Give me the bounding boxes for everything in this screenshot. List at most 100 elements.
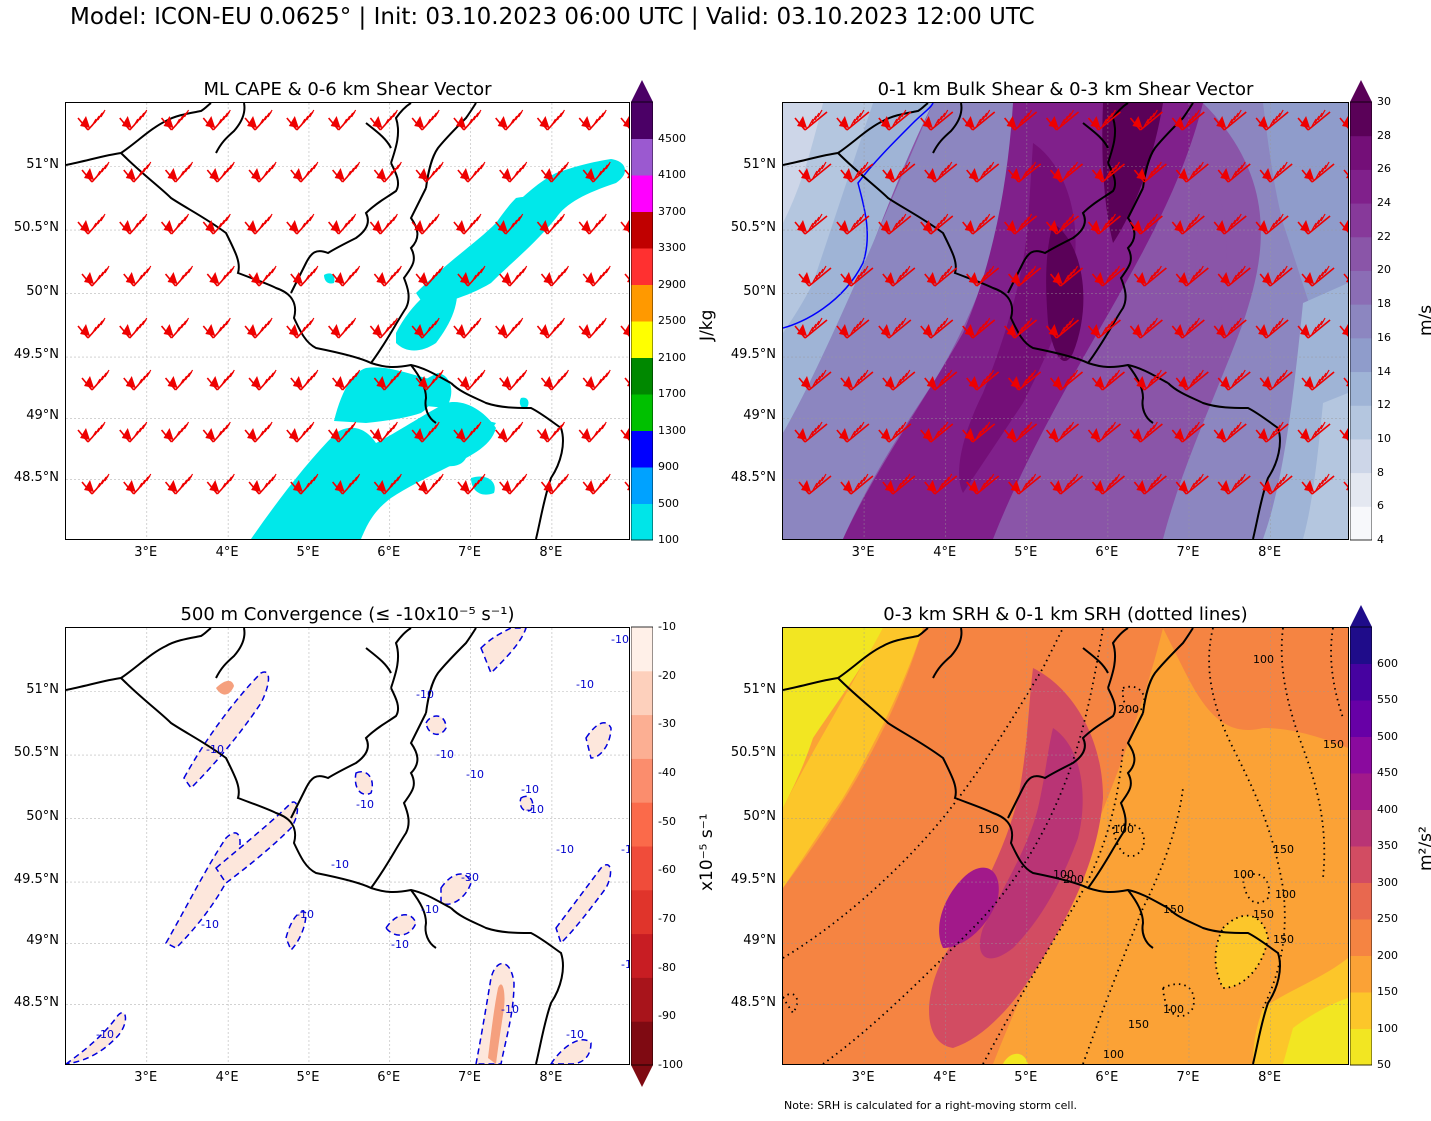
wind-barb xyxy=(119,109,148,131)
shear-vector-barbs-2 xyxy=(794,109,1348,495)
wind-barb xyxy=(202,317,231,339)
lat-tick-label: 50°N xyxy=(26,283,59,299)
wind-barb xyxy=(160,317,190,339)
colorbar-tick-label: 2100 xyxy=(658,350,686,364)
border-line xyxy=(290,687,400,819)
wind-barb xyxy=(878,421,912,443)
wind-barb xyxy=(495,421,524,443)
colorbar-tick-label: 28 xyxy=(1377,128,1391,142)
colorbar-tick-label: 350 xyxy=(1377,839,1398,852)
wind-barb xyxy=(160,421,190,443)
colorbar-segment xyxy=(631,714,653,759)
colorbar-tick-label: 22 xyxy=(1377,229,1391,243)
wind-barb xyxy=(1343,273,1348,283)
colorbar-title: x10⁻⁵ s⁻¹ xyxy=(697,813,717,891)
wind-barb xyxy=(1091,161,1125,183)
border-line xyxy=(1107,628,1129,689)
border-line xyxy=(290,162,400,294)
border-line xyxy=(1127,889,1154,949)
wind-barb xyxy=(415,369,444,391)
border-line xyxy=(1087,187,1144,364)
wind-barb xyxy=(1339,116,1348,129)
srh01-contour-labels: 1001502001001501001001501501001501501001… xyxy=(978,653,1344,1061)
convergence-contour-label: -10 xyxy=(621,958,629,971)
wind-barb xyxy=(1087,421,1121,443)
wind-barb xyxy=(1259,473,1293,495)
colorbar-segment xyxy=(1350,700,1372,737)
wind-barb xyxy=(794,213,828,235)
wind-barb xyxy=(924,161,958,183)
colorbar-tick-label: 4 xyxy=(1377,533,1384,546)
wind-barb xyxy=(1091,369,1125,391)
srh01-dotted-contours xyxy=(783,628,1344,1064)
colorbar-segment xyxy=(631,758,653,803)
border-line xyxy=(1082,122,1109,149)
lon-tick-label: 5°E xyxy=(1014,545,1038,560)
wind-barb xyxy=(457,161,486,183)
colorbar-title: J/kg xyxy=(697,309,717,341)
wind-barb xyxy=(962,109,996,131)
srh-contour-label: 200 xyxy=(1063,873,1084,886)
wind-barb xyxy=(798,369,832,391)
lon-tick-label: 6°E xyxy=(1095,1070,1119,1085)
wind-barb xyxy=(77,109,106,131)
colorbar-tick-label: 1700 xyxy=(658,387,686,400)
lat-tick-label: 51°N xyxy=(26,681,59,697)
wind-barb xyxy=(332,161,361,183)
colorbar-segment xyxy=(631,248,653,285)
wind-barb xyxy=(1171,421,1205,443)
wind-barb xyxy=(582,161,611,183)
wind-barb xyxy=(495,213,524,235)
wind-barb xyxy=(882,265,916,287)
wind-barb xyxy=(1213,317,1247,339)
convergence-contour-label: -10 xyxy=(466,768,484,781)
wind-barb xyxy=(248,265,277,287)
wind-barb xyxy=(882,369,916,391)
wind-barb xyxy=(1339,324,1348,337)
colorbar-segment xyxy=(631,933,653,978)
wind-barb xyxy=(620,220,629,233)
lat-tick-label: 48.5°N xyxy=(13,469,59,485)
wind-barb xyxy=(1255,421,1289,443)
colorbar-extend-arrow xyxy=(631,80,653,102)
map-shear01[interactable] xyxy=(782,102,1349,540)
colorbar-tick-label: 16 xyxy=(1377,330,1391,344)
colorbar-segment xyxy=(1350,169,1372,204)
lon-tick-label: 7°E xyxy=(458,545,482,560)
gridlines xyxy=(783,628,1348,1064)
colorbar-cape xyxy=(630,80,654,566)
wind-barb xyxy=(415,473,444,495)
wind-barb xyxy=(81,473,110,495)
wind-barb xyxy=(624,169,629,179)
wind-barb xyxy=(1045,109,1080,131)
border-line xyxy=(365,122,392,149)
wind-barb xyxy=(373,265,402,287)
wind-barb xyxy=(286,213,315,235)
lat-tick-label: 50.5°N xyxy=(13,220,59,236)
wind-barb xyxy=(123,265,152,287)
border-line xyxy=(1167,907,1281,1064)
wind-barb xyxy=(878,109,912,131)
wind-barb xyxy=(1217,369,1251,391)
lon-tick-label: 3°E xyxy=(134,545,158,560)
lat-tick-label: 50.5°N xyxy=(730,220,776,236)
colorbar-tick-label: 8 xyxy=(1377,465,1384,479)
wind-barb xyxy=(411,317,440,339)
colorbar-segment xyxy=(631,284,653,322)
wind-barb xyxy=(1301,473,1335,495)
country-borders xyxy=(66,628,564,1064)
map-conv[interactable]: -10 -10 -10 -10 -10 -10 -10 -10 -10 -10 -10 -10 -10-… xyxy=(65,627,630,1065)
wind-barb xyxy=(457,265,486,287)
wind-barb xyxy=(1129,421,1163,443)
wind-barb xyxy=(1213,421,1247,443)
wind-barb xyxy=(1045,421,1080,443)
wind-barb xyxy=(369,317,398,339)
colorbar-tick-label: 10 xyxy=(1377,431,1391,445)
colorbar-segment xyxy=(631,394,653,431)
wind-barb xyxy=(1217,473,1251,495)
map-cape[interactable] xyxy=(65,102,630,540)
border-line xyxy=(837,152,1169,384)
wind-barb xyxy=(1045,213,1080,235)
map-srh[interactable]: 100 150 200 100 150 100 100 150 150 100 150 150 100 1… xyxy=(782,627,1349,1065)
lat-tick-label: 48.5°N xyxy=(730,994,776,1010)
